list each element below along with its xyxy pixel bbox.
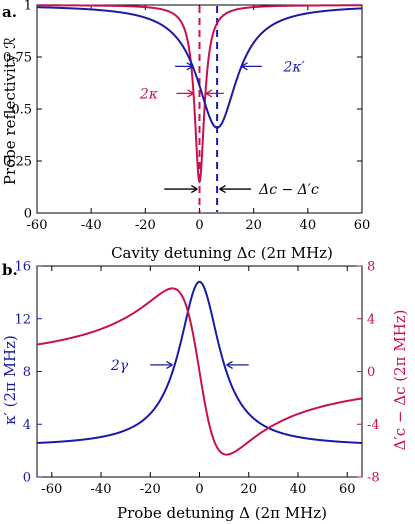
chart-a-ytick-label: 0 (24, 207, 32, 222)
chart-a-xlabel: Cavity detuning Δc (2π MHz) (111, 244, 333, 262)
chart-b-ytick-right-label: -4 (367, 418, 380, 433)
chart-a-xtick-label: -60 (27, 218, 48, 233)
chart-b-ylabel-left: κ′ (2π MHz) (1, 335, 19, 425)
chart-a-ytick-label: 0.5 (11, 103, 32, 118)
panel-b-label: b. (2, 261, 18, 279)
chart-a-annotation-blue-width: 2κ′ (282, 59, 305, 75)
chart-a-ytick-label: 0.25 (3, 155, 32, 170)
chart-b-xtick-label: 40 (290, 482, 307, 497)
chart-b-ytick-right-label: 4 (367, 312, 375, 327)
chart-b-ytick-left-label: 0 (23, 471, 31, 486)
chart-a-shift-arrow-left-head (191, 185, 198, 194)
chart-b-width-arrow-left-head (166, 360, 173, 369)
chart-a-ytick-label: 1 (24, 0, 32, 14)
chart-a: -60 -40 -20 0 20 40 60 0 0.25 0.5 0.75 1 2κ′ 2κ Δc − Δ… (3, 0, 370, 233)
chart-b-series-blue (36, 280, 362, 444)
chart-b-ytick-right-label: 8 (367, 260, 375, 275)
chart-a-blue-arrow-right-head (241, 62, 248, 71)
chart-b-ytick-left-label: 8 (23, 365, 31, 380)
chart-a-xtick-label: -20 (135, 218, 156, 233)
chart-b-width-arrow-right-head (226, 360, 233, 369)
chart-a-xtick-label: -40 (81, 218, 102, 233)
chart-b-xtick-label: -40 (91, 482, 112, 497)
chart-b-ytick-right-label: 0 (367, 365, 375, 380)
chart-b-ytick-left-label: 12 (14, 312, 31, 327)
chart-a-blue-arrow-left-head (186, 62, 194, 71)
chart-b-xtick-label: -20 (140, 482, 161, 497)
chart-b-ylabel-right: Δ′c − Δc (2π MHz) (391, 310, 409, 451)
chart-a-ytick-label: 0.75 (3, 51, 32, 66)
chart-b-ytick-left-label: 4 (23, 418, 31, 433)
chart-a-annotation-red-width: 2κ (139, 86, 158, 102)
chart-a-xtick-label: 0 (195, 218, 203, 233)
chart-b-series-red (36, 287, 362, 456)
chart-b-xlabel: Probe detuning Δ (2π MHz) (117, 504, 327, 522)
chart-a-series-blue (37, 6, 362, 129)
chart-b-xtick-label: -60 (41, 482, 62, 497)
chart-a-xtick-label: 40 (300, 218, 317, 233)
chart-a-xtick-label: 20 (245, 218, 262, 233)
panel-a-label: a. (2, 3, 17, 21)
chart-b-xtick-label: 60 (339, 482, 356, 497)
chart-a-red-arrow-right-head (205, 89, 213, 98)
chart-a-xtick-label: 60 (354, 218, 371, 233)
chart-a-ylabel: Probe reflectivity ℛ (1, 37, 19, 185)
chart-a-series-red (37, 4, 362, 184)
chart-b-annotation-width: 2γ (110, 358, 129, 374)
chart-a-red-arrow-left-head (187, 89, 194, 98)
chart-b-ytick-left-label: 16 (14, 260, 31, 275)
chart-a-annotation-shift: Δc − Δ′c (258, 182, 319, 198)
chart-b-xtick-label: 0 (195, 482, 203, 497)
chart-b-ytick-right-label: -8 (367, 471, 380, 486)
chart-b-xtick-label: 20 (240, 482, 257, 497)
chart-a-shift-arrow-right-head (219, 185, 226, 194)
